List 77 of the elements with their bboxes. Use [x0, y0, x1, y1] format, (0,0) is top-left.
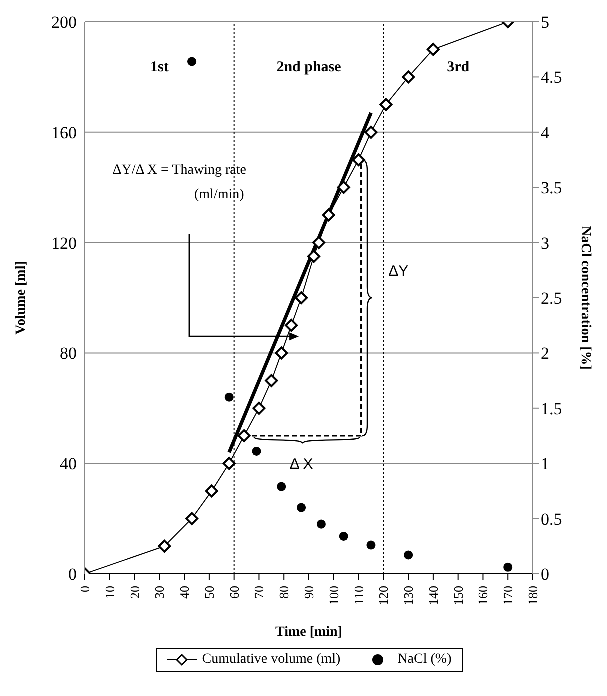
annotation: ΔY/Δ X = Thawing rate — [112, 162, 246, 178]
annotation: Δ X — [290, 456, 314, 474]
point — [322, 208, 336, 222]
point — [380, 98, 393, 112]
x-tick-label: 60 — [226, 586, 242, 599]
y2-tick-label: 3.5 — [541, 178, 562, 198]
y-tick-label: 200 — [52, 13, 77, 32]
x-tick-label: 10 — [102, 586, 118, 599]
y-tick-label: 120 — [52, 234, 77, 253]
x-axis-title: Time [min] — [275, 625, 343, 640]
x-tick-label: 110 — [351, 586, 366, 606]
point — [404, 550, 414, 560]
annotation: 2nd phase — [276, 60, 342, 76]
y2-tick-label: 3 — [541, 234, 550, 253]
y2-tick-label: 1 — [541, 454, 550, 474]
point — [158, 540, 172, 553]
y-tick-label: 0 — [68, 565, 77, 584]
x-tick-label: 0 — [78, 586, 92, 592]
y2-tick-label: 2.5 — [541, 289, 562, 308]
y2-tick-label: 5 — [541, 13, 550, 32]
point — [252, 446, 262, 456]
point — [186, 512, 199, 526]
x-tick-label: 50 — [202, 586, 217, 599]
point — [312, 236, 326, 250]
x-tick-label: 100 — [326, 586, 342, 606]
point — [275, 346, 288, 360]
point — [426, 43, 440, 56]
point — [337, 181, 350, 194]
point — [352, 154, 366, 166]
y2-tick-label: 1.5 — [541, 399, 562, 418]
point — [364, 126, 378, 139]
x-tick-label: 180 — [526, 586, 540, 606]
y-tick-label: 80 — [60, 344, 77, 364]
point — [265, 374, 278, 388]
x-tick-label: 120 — [376, 586, 392, 606]
point — [222, 457, 236, 470]
point — [339, 532, 348, 541]
point — [238, 430, 251, 442]
x-tick-label: 20 — [127, 586, 142, 599]
x-tick-label: 130 — [401, 586, 416, 606]
y2-tick-label: 2 — [541, 344, 550, 364]
annotation: 1st — [150, 60, 169, 76]
y-axis-title: Volume [ml] — [14, 261, 29, 335]
point — [402, 70, 416, 84]
y2-tick-label: 0.5 — [541, 510, 562, 529]
point — [205, 484, 218, 498]
point — [307, 250, 320, 264]
legend-label: NaCl (%) — [396, 652, 452, 668]
point — [504, 562, 513, 572]
x-tick-label: 140 — [426, 586, 441, 606]
point — [295, 292, 308, 304]
y2-tick-label: 0 — [541, 565, 550, 584]
x-tick-label: 70 — [252, 586, 267, 599]
y2-axis-title: NaCl concentration [%] — [578, 226, 594, 370]
annotation: (ml/min) — [194, 188, 245, 203]
point — [366, 540, 376, 550]
point — [297, 503, 306, 512]
x-tick-label: 30 — [152, 586, 168, 599]
y-tick-label: 40 — [60, 454, 77, 474]
y2-tick-label: 4.5 — [541, 68, 562, 88]
x-tick-label: 40 — [177, 586, 192, 599]
point — [252, 402, 266, 415]
annotation: 3rd — [447, 60, 470, 76]
x-tick-label: 160 — [476, 586, 491, 606]
x-tick-label: 170 — [500, 586, 516, 606]
y2-tick-label: 4 — [541, 123, 550, 142]
annotation: ΔY — [388, 262, 409, 280]
x-tick-label: 80 — [276, 586, 292, 599]
y-tick-label: 160 — [52, 123, 77, 142]
point — [188, 57, 197, 66]
point — [316, 520, 326, 529]
x-tick-label: 90 — [302, 586, 316, 599]
legend-label: Cumulative volume (ml) — [201, 652, 341, 668]
point — [224, 392, 234, 402]
point — [277, 482, 286, 492]
x-tick-label: 150 — [450, 586, 466, 606]
point — [285, 319, 298, 332]
